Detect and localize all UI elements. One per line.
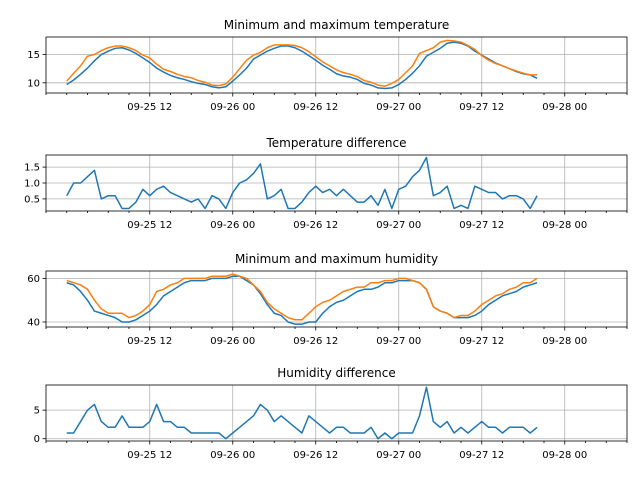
plot-frame: [45, 154, 628, 212]
x-tick-label: 09-28 00: [542, 220, 587, 231]
x-tick-label: 09-26 12: [293, 220, 338, 231]
series-line-0: [66, 41, 538, 90]
x-tick-label: 09-27 12: [459, 102, 504, 113]
chart-panel-0: Minimum and maximum temperature 09-25 12 0…: [27, 18, 628, 113]
x-tick-label: 09-27 00: [376, 220, 421, 231]
chart-panel-2: Minimum and maximum humidity 09-25 12 09-2…: [27, 252, 628, 347]
x-tick-label: 09-26 00: [210, 336, 255, 347]
x-tick-label: 09-27 00: [376, 102, 421, 113]
series-line-0: [66, 386, 538, 440]
chart-title: Minimum and maximum temperature: [224, 18, 450, 32]
series-line-1: [66, 273, 538, 321]
x-tick-label: 09-28 00: [542, 336, 587, 347]
chart-panel-3: Humidity difference 09-25 12 09-26 00 09-26…: [34, 366, 628, 461]
x-tick-label: 09-28 00: [542, 450, 587, 461]
x-tick-label: 09-28 00: [542, 102, 587, 113]
series-line-1: [66, 39, 538, 87]
y-tick-label: 5: [34, 406, 40, 417]
x-tick-label: 09-27 12: [459, 450, 504, 461]
x-tick-label: 09-27 12: [459, 336, 504, 347]
x-tick-label: 09-25 12: [127, 450, 172, 461]
plot-frame: [45, 270, 628, 328]
x-tick-label: 09-26 12: [293, 102, 338, 113]
chart-title: Minimum and maximum humidity: [235, 252, 438, 266]
y-tick-label: 40: [27, 317, 40, 328]
y-tick-label: 15: [27, 50, 40, 61]
y-tick-label: 1.0: [24, 179, 40, 190]
series-line-0: [66, 156, 538, 210]
y-tick-label: 0: [34, 434, 40, 445]
x-tick-label: 09-25 12: [127, 102, 172, 113]
x-tick-label: 09-26 00: [210, 102, 255, 113]
x-tick-label: 09-27 12: [459, 220, 504, 231]
plot-frame: [45, 36, 628, 94]
x-tick-label: 09-26 00: [210, 450, 255, 461]
y-tick-label: 0.5: [24, 194, 40, 205]
x-tick-label: 09-27 00: [376, 336, 421, 347]
chart-panel-1: Temperature difference 09-25 12 09-26 00 09…: [24, 136, 628, 231]
y-tick-label: 10: [27, 78, 40, 89]
x-tick-label: 09-25 12: [127, 220, 172, 231]
chart-title: Temperature difference: [265, 136, 406, 150]
series-line-0: [66, 275, 538, 325]
x-tick-label: 09-25 12: [127, 336, 172, 347]
plot-frame: [45, 384, 628, 442]
chart-title: Humidity difference: [277, 366, 395, 380]
x-tick-label: 09-27 00: [376, 450, 421, 461]
y-tick-label: 1.5: [24, 163, 40, 174]
x-tick-label: 09-26 12: [293, 450, 338, 461]
y-tick-label: 60: [27, 274, 40, 285]
x-tick-label: 09-26 00: [210, 220, 255, 231]
x-tick-label: 09-26 12: [293, 336, 338, 347]
